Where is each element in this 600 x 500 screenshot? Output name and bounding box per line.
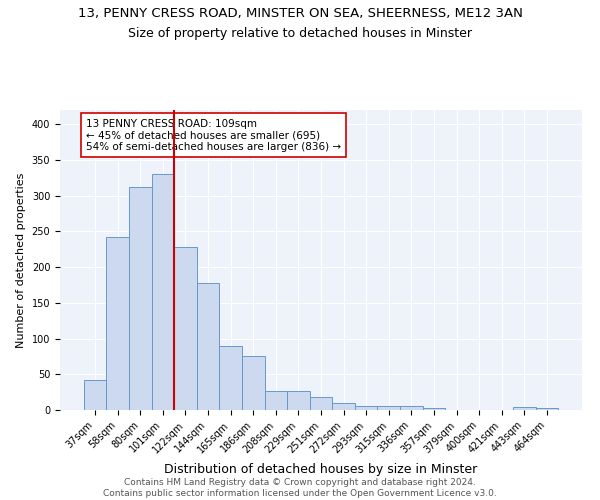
Text: Contains HM Land Registry data © Crown copyright and database right 2024.
Contai: Contains HM Land Registry data © Crown c… xyxy=(103,478,497,498)
Text: Size of property relative to detached houses in Minster: Size of property relative to detached ho… xyxy=(128,28,472,40)
Bar xyxy=(310,397,332,410)
Bar xyxy=(287,390,310,410)
Bar xyxy=(84,380,106,410)
Bar xyxy=(422,408,445,410)
Bar xyxy=(129,187,152,410)
Bar xyxy=(332,403,355,410)
Bar xyxy=(152,174,174,410)
Bar xyxy=(106,237,129,410)
Y-axis label: Number of detached properties: Number of detached properties xyxy=(16,172,26,348)
Bar xyxy=(355,406,377,410)
Bar xyxy=(513,407,536,410)
Text: 13 PENNY CRESS ROAD: 109sqm
← 45% of detached houses are smaller (695)
54% of se: 13 PENNY CRESS ROAD: 109sqm ← 45% of det… xyxy=(86,118,341,152)
Bar xyxy=(174,247,197,410)
Bar xyxy=(536,408,558,410)
Bar xyxy=(242,356,265,410)
Bar xyxy=(377,406,400,410)
X-axis label: Distribution of detached houses by size in Minster: Distribution of detached houses by size … xyxy=(164,463,478,476)
Bar xyxy=(220,346,242,410)
Bar xyxy=(400,406,422,410)
Bar xyxy=(197,283,220,410)
Text: 13, PENNY CRESS ROAD, MINSTER ON SEA, SHEERNESS, ME12 3AN: 13, PENNY CRESS ROAD, MINSTER ON SEA, SH… xyxy=(77,8,523,20)
Bar xyxy=(265,390,287,410)
